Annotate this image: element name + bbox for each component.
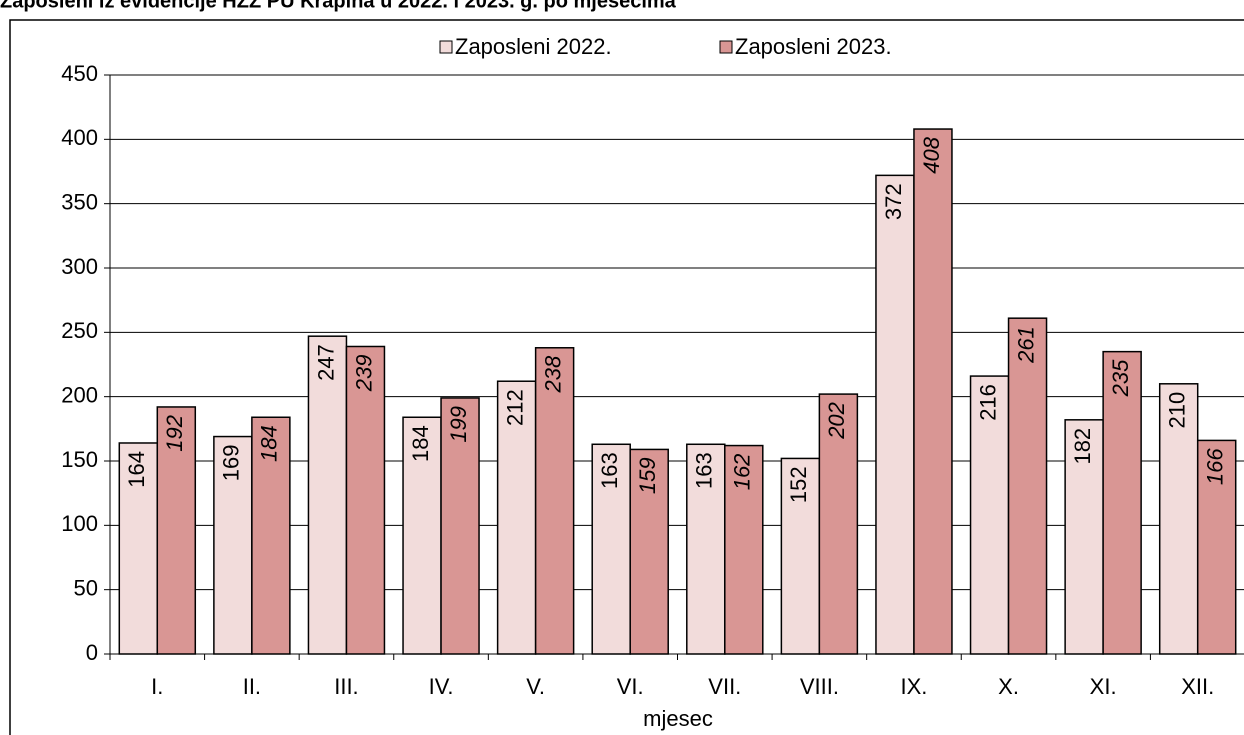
x-tick-label: VI. bbox=[617, 674, 644, 699]
data-label: 372 bbox=[881, 183, 906, 220]
data-label: 184 bbox=[257, 425, 282, 462]
chart-title: Zaposleni iz evidencije HZZ PU Krapina u… bbox=[0, 0, 677, 12]
y-tick-label: 50 bbox=[74, 575, 98, 600]
x-tick-label: VIII. bbox=[800, 674, 839, 699]
x-tick-label: X. bbox=[998, 674, 1019, 699]
x-tick-label: XII. bbox=[1181, 674, 1214, 699]
x-tick-label: V. bbox=[526, 674, 545, 699]
data-label: 164 bbox=[124, 451, 149, 488]
x-tick-label: VII. bbox=[708, 674, 741, 699]
bar bbox=[724, 444, 764, 655]
x-tick-label: XI. bbox=[1090, 674, 1117, 699]
data-label: 169 bbox=[219, 445, 244, 482]
data-label: 239 bbox=[351, 354, 376, 392]
bar bbox=[1196, 439, 1237, 655]
x-tick-label: II. bbox=[243, 674, 261, 699]
y-tick-label: 250 bbox=[61, 318, 98, 343]
legend-label: Zaposleni 2023. bbox=[735, 34, 892, 59]
data-label: 199 bbox=[446, 406, 471, 443]
legend-swatch bbox=[439, 40, 453, 54]
bar bbox=[345, 345, 386, 655]
data-label: 162 bbox=[730, 454, 755, 491]
bar bbox=[591, 443, 631, 655]
y-tick-label: 300 bbox=[61, 254, 98, 279]
bar bbox=[875, 174, 915, 655]
bar bbox=[534, 347, 575, 655]
data-label: 247 bbox=[313, 344, 338, 381]
bar bbox=[686, 443, 726, 655]
y-tick-label: 150 bbox=[61, 447, 98, 472]
bar bbox=[913, 128, 953, 655]
bar bbox=[629, 448, 669, 655]
data-label: 166 bbox=[1203, 448, 1228, 485]
y-tick-label: 0 bbox=[86, 640, 98, 665]
bar bbox=[1064, 419, 1104, 655]
x-tick-label: IV. bbox=[429, 674, 454, 699]
bar bbox=[156, 406, 197, 655]
data-label: 212 bbox=[502, 389, 527, 426]
data-label: 235 bbox=[1108, 359, 1133, 397]
y-tick-label: 450 bbox=[61, 61, 98, 86]
y-tick-label: 200 bbox=[61, 382, 98, 407]
data-label: 192 bbox=[162, 415, 187, 452]
y-tick-label: 100 bbox=[61, 511, 98, 536]
x-axis-label: mjesec bbox=[643, 706, 713, 731]
bar bbox=[1158, 383, 1199, 655]
legend-swatch bbox=[719, 40, 733, 54]
bar bbox=[251, 416, 291, 655]
x-tick-label: I. bbox=[151, 674, 163, 699]
data-label: 216 bbox=[975, 384, 1000, 421]
data-label: 184 bbox=[408, 425, 433, 462]
bar bbox=[402, 416, 442, 655]
bar bbox=[969, 375, 1010, 655]
bar bbox=[213, 435, 253, 655]
bar bbox=[496, 380, 537, 655]
data-label: 238 bbox=[540, 355, 565, 393]
bar bbox=[307, 335, 348, 655]
x-tick-label: IX. bbox=[901, 674, 928, 699]
data-label: 163 bbox=[692, 452, 717, 489]
data-label: 202 bbox=[824, 402, 849, 440]
data-label: 408 bbox=[919, 136, 944, 173]
bar bbox=[818, 393, 859, 655]
x-tick-label: III. bbox=[334, 674, 358, 699]
data-label: 182 bbox=[1070, 428, 1095, 465]
data-label: 159 bbox=[635, 457, 660, 494]
data-label: 163 bbox=[597, 452, 622, 489]
bar bbox=[118, 442, 159, 655]
bar bbox=[1007, 317, 1048, 655]
bar bbox=[1102, 350, 1142, 655]
bar bbox=[440, 397, 480, 655]
data-label: 261 bbox=[1013, 326, 1038, 364]
data-label: 152 bbox=[786, 466, 811, 503]
y-tick-label: 350 bbox=[61, 189, 98, 214]
data-label: 210 bbox=[1165, 392, 1190, 429]
y-tick-label: 400 bbox=[61, 125, 98, 150]
legend-label: Zaposleni 2022. bbox=[455, 34, 612, 59]
